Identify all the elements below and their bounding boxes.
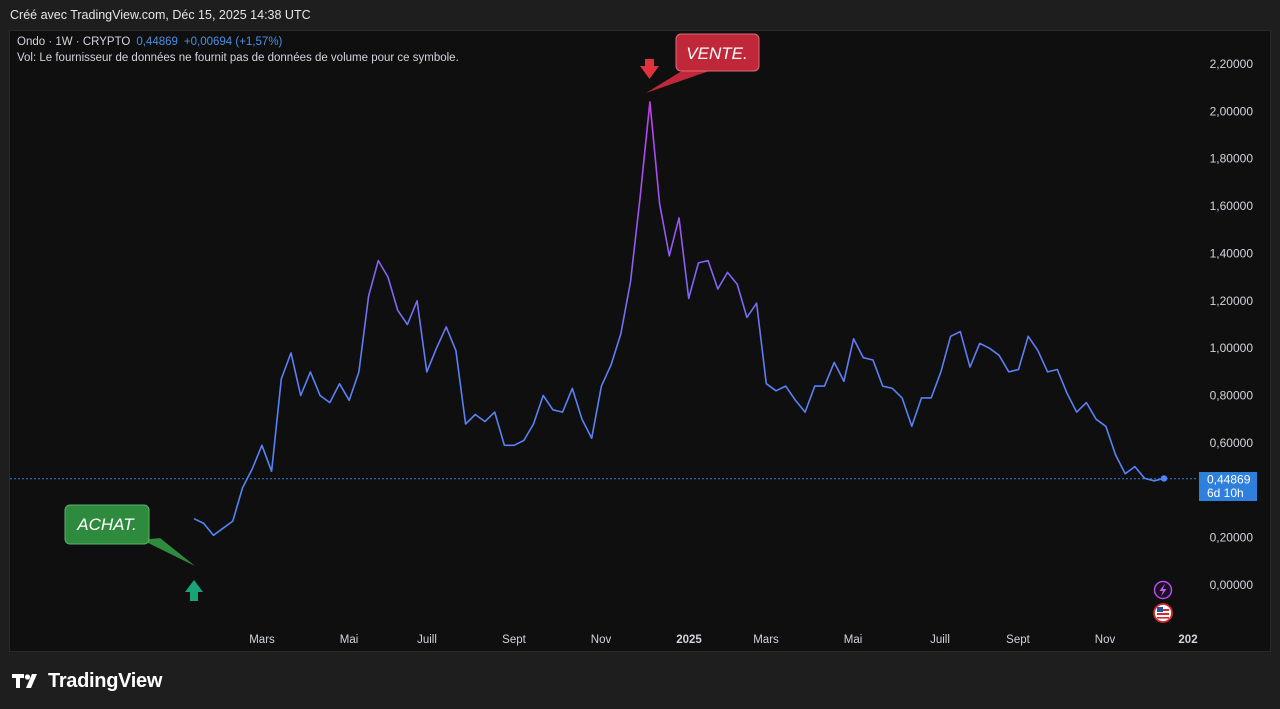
sell-annotation[interactable]: VENTE. xyxy=(646,33,760,93)
buy-label: ACHAT. xyxy=(76,515,137,534)
x-tick-label: Juill xyxy=(417,634,437,646)
y-tick-label: 1,60000 xyxy=(1210,199,1254,213)
x-tick-label: Nov xyxy=(591,634,612,646)
current-price-value: 0,44869 xyxy=(1207,473,1251,487)
created-with-banner: Créé avec TradingView.com, Déc 15, 2025 … xyxy=(10,8,311,22)
x-axis: Mars Mai Juill Sept Nov 2025 Mars Mai Juill Sept N… xyxy=(249,634,1197,646)
x-tick-label: Sept xyxy=(502,634,526,646)
x-tick-label: Mars xyxy=(249,634,275,646)
y-tick-label: 2,20000 xyxy=(1210,57,1254,71)
x-tick-label: Mars xyxy=(753,634,779,646)
y-tick-label: 0,80000 xyxy=(1210,389,1254,403)
x-tick-label: Juill xyxy=(930,634,950,646)
y-tick-label: 0,00000 xyxy=(1210,578,1254,592)
y-tick-label: 0,20000 xyxy=(1210,531,1254,545)
tradingview-brand[interactable]: TradingView xyxy=(12,668,162,694)
buy-arrow-icon xyxy=(185,580,203,601)
x-tick-label: 202 xyxy=(1178,634,1197,646)
x-tick-label: 2025 xyxy=(676,634,702,646)
y-tick-label: 2,00000 xyxy=(1210,104,1254,118)
price-series-line xyxy=(193,101,1165,537)
y-tick-label: 1,00000 xyxy=(1210,341,1254,355)
x-tick-label: Sept xyxy=(1006,634,1030,646)
sell-label: VENTE. xyxy=(686,44,747,63)
brand-name: TradingView xyxy=(48,669,163,692)
us-flag-icon[interactable] xyxy=(1153,603,1173,623)
chart-legend: Ondo · 1W · CRYPTO 0,44869 +0,00694 (+1,57… xyxy=(17,34,459,66)
y-tick-label: 1,80000 xyxy=(1210,152,1254,166)
tradingview-logo-icon xyxy=(12,674,37,688)
x-tick-label: Nov xyxy=(1095,634,1116,646)
symbol-info[interactable]: Ondo · 1W · CRYPTO xyxy=(17,36,131,48)
candle-countdown: 6d 10h xyxy=(1207,486,1244,500)
y-tick-label: 0,60000 xyxy=(1210,436,1254,450)
buy-annotation[interactable]: ACHAT. xyxy=(64,504,195,566)
last-value: 0,44869 xyxy=(136,36,178,48)
volume-note: Vol: Le fournisseur de données ne fourni… xyxy=(17,52,459,64)
y-axis: 0,000000,200000,400000,600000,800001,000… xyxy=(1210,57,1254,592)
x-tick-label: Mai xyxy=(844,634,863,646)
sell-arrow-icon xyxy=(640,59,659,79)
current-price-label: 0,44869 6d 10h xyxy=(1199,472,1257,501)
chart-pane[interactable] xyxy=(9,30,1271,652)
price-change: +0,00694 (+1,57%) xyxy=(183,36,283,48)
y-tick-label: 1,40000 xyxy=(1210,246,1254,260)
y-tick-label: 1,20000 xyxy=(1210,294,1254,308)
last-price-point xyxy=(1160,475,1168,482)
lightning-icon[interactable] xyxy=(1153,580,1173,600)
x-tick-label: Mai xyxy=(340,634,359,646)
